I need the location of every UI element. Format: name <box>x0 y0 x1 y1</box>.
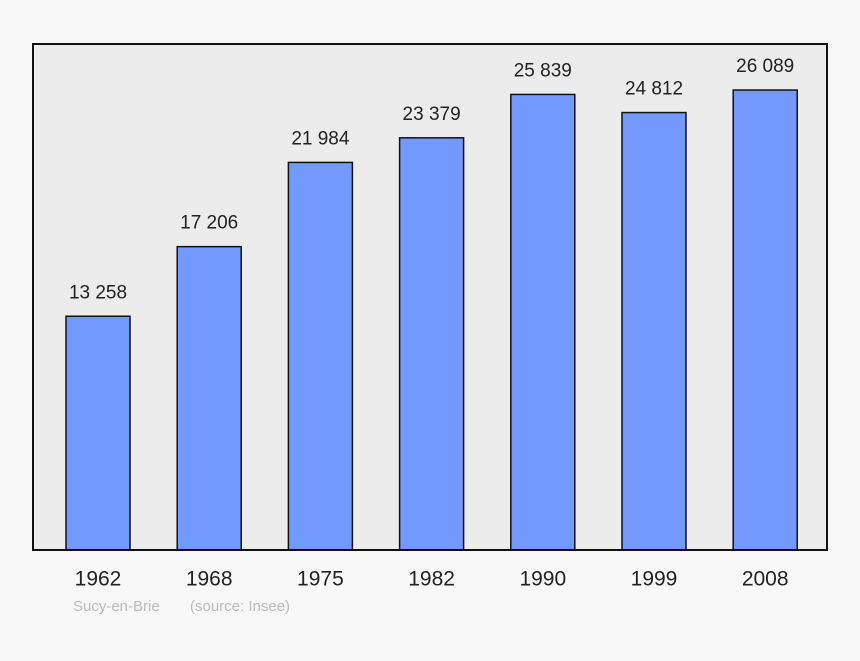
value-label: 23 379 <box>403 104 461 125</box>
source-note: (source: Insee) <box>190 598 290 615</box>
place-name: Sucy-en-Brie <box>73 598 160 615</box>
value-label: 13 258 <box>69 282 127 303</box>
x-tick-label: 2008 <box>742 568 789 591</box>
value-label: 24 812 <box>625 79 683 100</box>
bar <box>621 111 687 551</box>
x-tick-label: 1962 <box>75 568 122 591</box>
bar <box>510 93 576 551</box>
x-tick-label: 1975 <box>297 568 344 591</box>
x-tick-label: 1982 <box>408 568 455 591</box>
bar <box>287 161 354 551</box>
value-label: 25 839 <box>514 60 572 81</box>
x-tick-label: 1990 <box>519 568 566 591</box>
value-label: 17 206 <box>180 213 238 234</box>
bar <box>176 245 242 551</box>
value-label: 21 984 <box>291 128 350 149</box>
x-tick-label: 1968 <box>186 568 233 591</box>
bar <box>398 137 465 551</box>
value-label: 26 089 <box>736 56 794 77</box>
bar <box>65 315 131 551</box>
bar <box>732 89 798 551</box>
x-tick-label: 1999 <box>631 568 678 591</box>
